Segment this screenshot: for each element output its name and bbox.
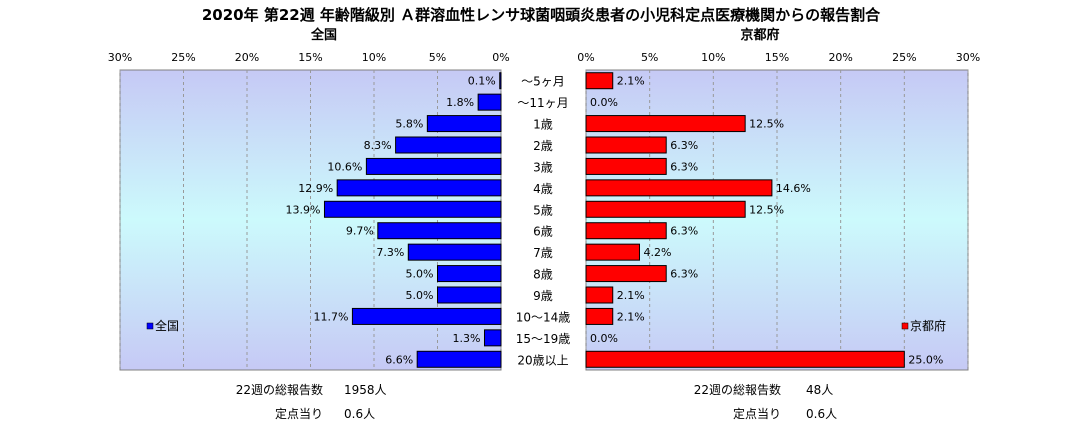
x-tick-label: 20%	[828, 51, 852, 64]
data-label: 6.3%	[670, 160, 698, 173]
category-label: 9歳	[533, 289, 553, 303]
bar	[585, 72, 614, 90]
bar	[585, 157, 667, 175]
bar	[437, 286, 502, 304]
data-label: 8.3%	[364, 139, 392, 152]
legend-label: 全国	[155, 318, 179, 333]
bar	[499, 72, 502, 90]
bar	[407, 243, 502, 261]
category-label: 3歳	[533, 160, 553, 174]
bar	[585, 200, 746, 218]
category-label: ～5ヶ月	[521, 75, 565, 89]
category-label: 8歳	[533, 268, 553, 282]
chart-title: 2020年 第22週 年齢階級別 Ａ群溶血性レンサ球菌咽頭炎患者の小児科定点医療…	[202, 6, 881, 24]
bar	[377, 222, 502, 240]
x-tick-label: 30%	[956, 51, 980, 64]
category-label: 7歳	[533, 246, 553, 260]
data-label: 9.7%	[346, 225, 374, 238]
x-tick-label: 25%	[892, 51, 916, 64]
category-label: 4歳	[533, 182, 553, 196]
legend-label: 京都府	[910, 318, 946, 333]
x-tick-label: 30%	[108, 51, 132, 64]
total-reports-label: 22週の総報告数	[694, 382, 781, 397]
data-label: 5.8%	[395, 118, 423, 131]
category-label: 15～19歳	[516, 332, 571, 346]
per-site-label: 定点当り	[275, 406, 323, 421]
legend-swatch	[901, 322, 909, 330]
x-tick-label: 15%	[298, 51, 322, 64]
bar	[323, 200, 502, 218]
data-label: 11.7%	[313, 310, 348, 323]
data-label: 13.9%	[286, 203, 321, 216]
per-site-value: 0.6人	[344, 407, 375, 421]
data-label: 0.1%	[468, 75, 496, 88]
data-label: 6.3%	[670, 268, 698, 281]
category-label: ～11ヶ月	[517, 96, 568, 110]
bar	[395, 136, 502, 154]
data-label: 25.0%	[908, 353, 943, 366]
category-label: 2歳	[533, 139, 553, 153]
bar	[437, 265, 502, 283]
x-tick-label: 25%	[171, 51, 195, 64]
bar	[477, 93, 502, 111]
bar	[585, 286, 614, 304]
total-reports-label: 22週の総報告数	[236, 382, 323, 397]
category-label: 1歳	[533, 118, 553, 132]
category-label: 5歳	[533, 203, 553, 217]
bar	[365, 157, 502, 175]
per-site-label: 定点当り	[733, 406, 781, 421]
panel-title: 全国	[310, 27, 337, 43]
data-label: 2.1%	[617, 289, 645, 302]
bar	[585, 265, 667, 283]
legend-swatch	[146, 322, 154, 330]
x-tick-label: 10%	[362, 51, 386, 64]
bar	[585, 307, 614, 325]
x-tick-label: 15%	[765, 51, 789, 64]
bar	[585, 136, 667, 154]
data-label: 5.0%	[406, 268, 434, 281]
x-tick-label: 10%	[701, 51, 725, 64]
data-label: 1.3%	[453, 332, 481, 345]
data-label: 7.3%	[376, 246, 404, 259]
data-label: 12.9%	[298, 182, 333, 195]
panel-title: 京都府	[740, 27, 779, 43]
data-label: 5.0%	[406, 289, 434, 302]
bar	[585, 222, 667, 240]
bar	[585, 350, 905, 368]
x-tick-label: 5%	[641, 51, 658, 64]
bar	[585, 115, 746, 133]
data-label: 4.2%	[643, 246, 671, 259]
x-tick-label: 5%	[429, 51, 446, 64]
category-label: 10～14歳	[516, 310, 571, 324]
bar	[336, 179, 502, 197]
data-label: 2.1%	[617, 310, 645, 323]
data-label: 12.5%	[749, 203, 784, 216]
data-label: 0.0%	[590, 96, 618, 109]
bar	[483, 329, 502, 347]
data-label: 6.6%	[385, 353, 413, 366]
category-label: 6歳	[533, 225, 553, 239]
data-label: 2.1%	[617, 75, 645, 88]
data-label: 12.5%	[749, 118, 784, 131]
data-label: 0.0%	[590, 332, 618, 345]
bar	[351, 307, 502, 325]
data-label: 10.6%	[327, 160, 362, 173]
bar	[416, 350, 502, 368]
total-reports-value: 1958人	[344, 383, 387, 397]
data-label: 6.3%	[670, 225, 698, 238]
x-tick-label: 0%	[492, 51, 509, 64]
category-label: 20歳以上	[517, 353, 568, 367]
data-label: 14.6%	[776, 182, 811, 195]
per-site-value: 0.6人	[806, 407, 837, 421]
bar	[426, 115, 502, 133]
total-reports-value: 48人	[806, 383, 833, 397]
x-tick-label: 20%	[235, 51, 259, 64]
data-label: 6.3%	[670, 139, 698, 152]
x-tick-label: 0%	[577, 51, 594, 64]
bar	[585, 243, 640, 261]
data-label: 1.8%	[446, 96, 474, 109]
bar	[585, 179, 773, 197]
